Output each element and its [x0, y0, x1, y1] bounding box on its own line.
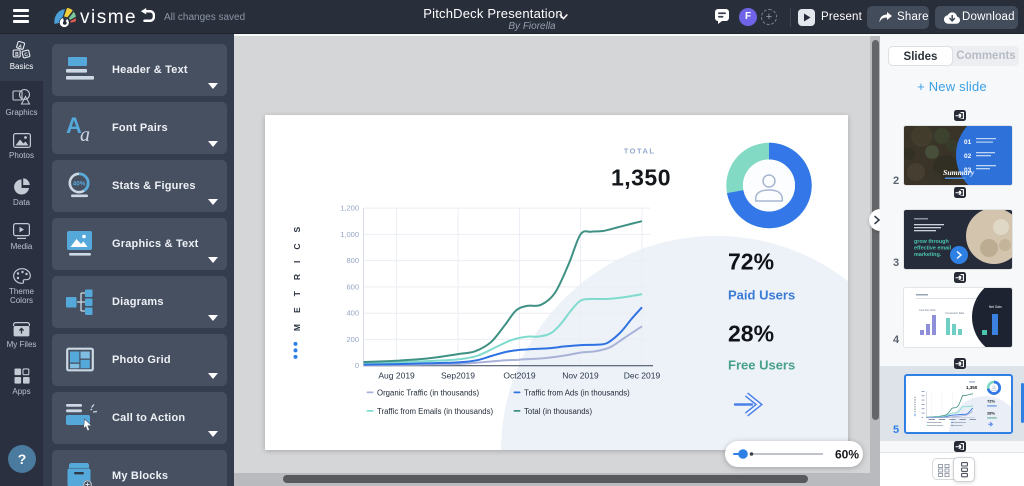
svg-text:Traffic from Emails (in thousa: Traffic from Emails (in thousands): [377, 406, 494, 415]
svg-text:72%: 72%: [987, 398, 995, 403]
svg-text:A: A: [66, 113, 82, 138]
svg-text:Total (in thousands): Total (in thousands): [524, 406, 592, 415]
svg-text:Nov 2019: Nov 2019: [562, 370, 599, 380]
svg-text:Aug 2019: Aug 2019: [378, 370, 415, 380]
svg-text:C: C: [24, 52, 29, 59]
svg-text:40%: 40%: [73, 180, 86, 187]
svg-text:1,350: 1,350: [966, 385, 978, 390]
svg-text:Paid Users: Paid Users: [728, 287, 795, 302]
svg-text:1,000: 1,000: [340, 229, 359, 238]
svg-text:Dec 2019: Dec 2019: [624, 370, 661, 380]
svg-text:800: 800: [346, 256, 359, 265]
svg-text:Free Users: Free Users: [728, 357, 795, 372]
svg-text:A: A: [18, 44, 23, 51]
svg-text:600: 600: [346, 282, 359, 291]
svg-text:METRICS: METRICS: [292, 215, 302, 330]
svg-text:Sep2019: Sep2019: [441, 370, 475, 380]
svg-text:marketing.: marketing.: [914, 252, 942, 258]
svg-text:28%: 28%: [728, 320, 774, 346]
svg-text:72%: 72%: [728, 248, 774, 274]
svg-text:0: 0: [355, 361, 359, 370]
svg-text:B: B: [15, 52, 19, 58]
svg-text:Conversion Rate: Conversion Rate: [945, 311, 965, 315]
svg-text:Oct2019: Oct2019: [503, 370, 535, 380]
svg-text:Summary: Summary: [943, 168, 975, 177]
svg-text:01: 01: [964, 139, 972, 146]
svg-text:TOTAL: TOTAL: [624, 146, 656, 155]
svg-text:grow through: grow through: [914, 239, 949, 245]
svg-text:200: 200: [346, 334, 359, 343]
svg-text:02: 02: [964, 153, 972, 160]
svg-text:60%: 60%: [835, 448, 859, 462]
svg-text:effective email: effective email: [914, 245, 952, 251]
svg-text:Traffic from Ads (in thousands: Traffic from Ads (in thousands): [524, 388, 630, 397]
svg-text:a: a: [80, 124, 90, 143]
svg-text:Net Gain: Net Gain: [989, 305, 1002, 309]
svg-text:Organic Traffic (in thousands): Organic Traffic (in thousands): [377, 388, 480, 397]
svg-text:Cost Per Click: Cost Per Click: [919, 308, 936, 312]
svg-text:1,350: 1,350: [611, 164, 671, 190]
svg-text:400: 400: [346, 308, 359, 317]
svg-text:03: 03: [964, 167, 972, 174]
svg-text:1,200: 1,200: [340, 203, 359, 212]
svg-text:28%: 28%: [987, 410, 995, 415]
